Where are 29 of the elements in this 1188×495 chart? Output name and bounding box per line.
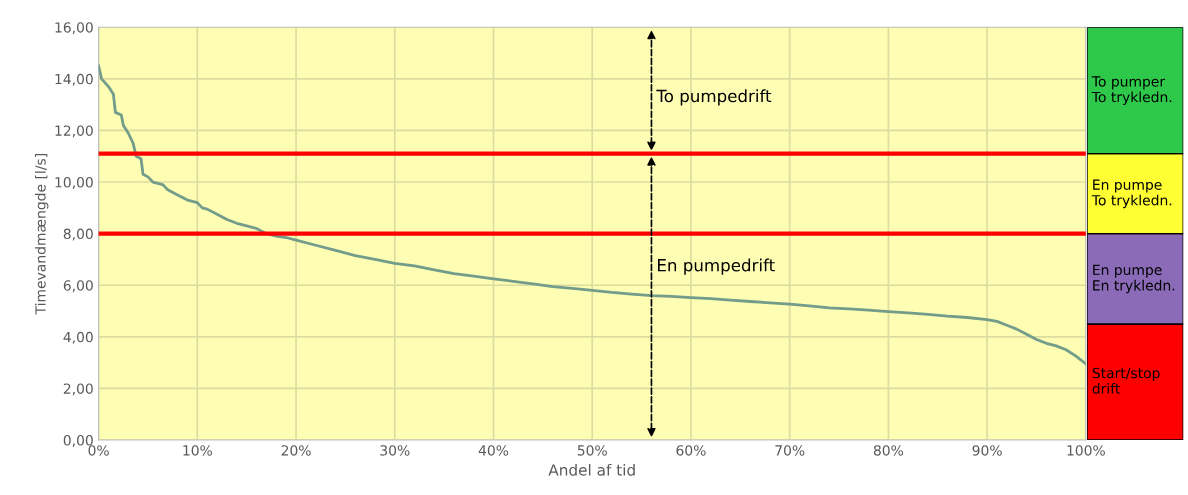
y-tick-label: 10,00 <box>55 177 93 189</box>
x-tick-label: 40% <box>478 445 509 456</box>
x-tick-label: 50% <box>577 445 607 456</box>
y-tick-label: 0,00 <box>63 435 93 447</box>
x-tick-label: 30% <box>380 445 410 456</box>
annotation: To pumpedrift <box>656 89 772 106</box>
y-axis-title: Timevandmængde [l/s] <box>34 154 49 315</box>
x-tick-label: 20% <box>281 445 311 456</box>
y-tick-label: 6,00 <box>63 280 93 293</box>
x-tick-label: 80% <box>873 445 904 456</box>
series-label: En pumpe En trykledn. <box>1093 264 1175 294</box>
y-tick-label: 2,00 <box>63 383 93 396</box>
y-tick-label: 4,00 <box>63 331 93 344</box>
x-tick-label: 60% <box>676 445 706 456</box>
y-tick-label: 12,00 <box>55 125 93 138</box>
x-tick-label: 70% <box>775 445 805 456</box>
x-tick-label: 10% <box>183 445 212 456</box>
series-label: Start/stop drift <box>1092 367 1160 394</box>
line-series <box>98 64 1086 366</box>
y-tick-label: 8,00 <box>63 228 93 241</box>
x-tick-label: 0% <box>88 445 109 456</box>
x-tick-label: 90% <box>972 445 1002 456</box>
series-label: To pumper To trykledn. <box>1091 76 1172 105</box>
x-tick-label: 100% <box>1067 445 1105 456</box>
y-tick-label: 14,00 <box>55 73 93 86</box>
y-tick-label: 16,00 <box>55 22 93 35</box>
x-axis-title: Andel af tid <box>548 463 635 476</box>
series-label: En pumpe To trykledn. <box>1091 179 1172 209</box>
annotation: En pumpedrift <box>658 258 775 275</box>
